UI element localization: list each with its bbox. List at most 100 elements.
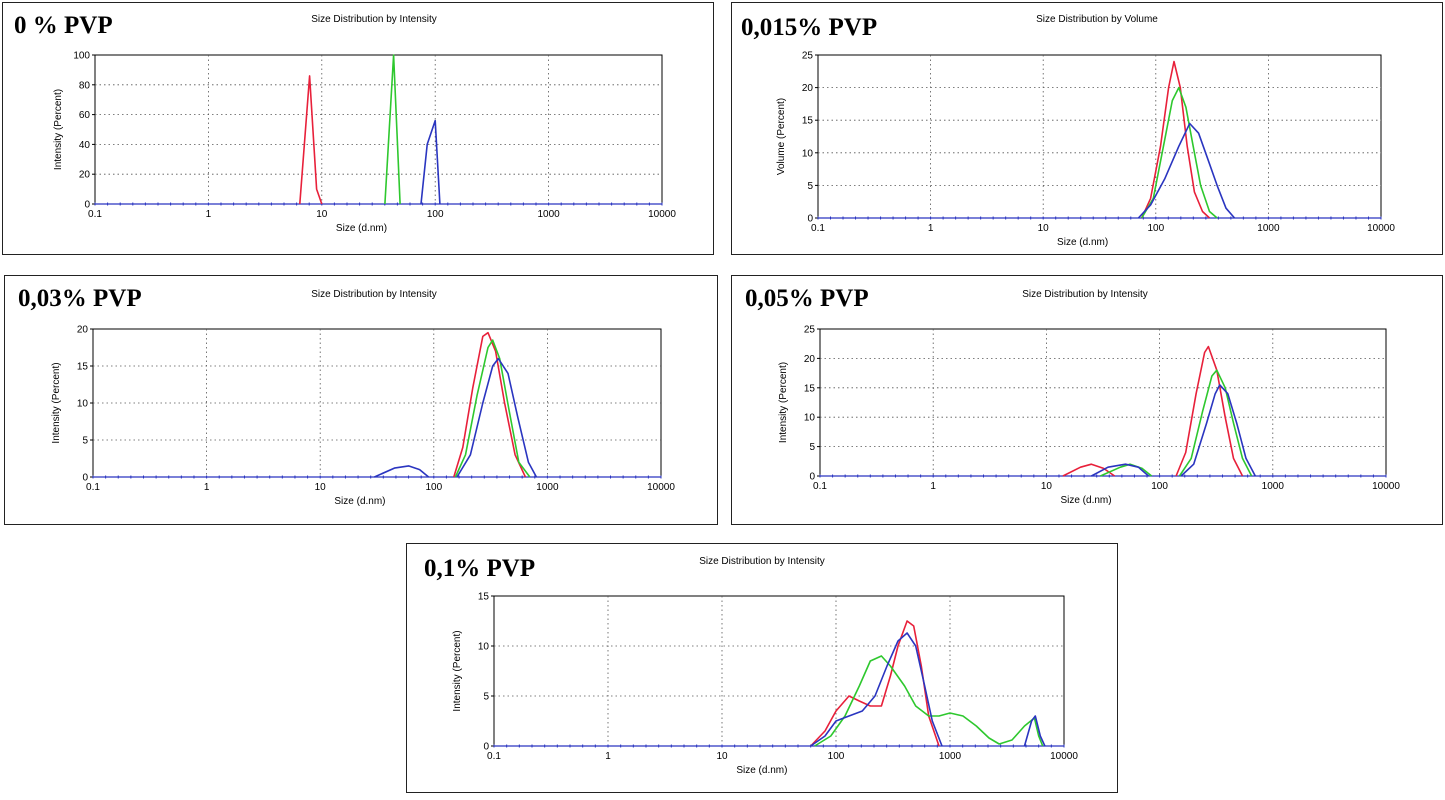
chart-title: Size Distribution by Intensity bbox=[1022, 289, 1148, 300]
chart-panel-005-pvp bbox=[731, 275, 1443, 525]
y-tick-label: 25 bbox=[802, 51, 814, 62]
panel-label: 0 % PVP bbox=[14, 12, 113, 39]
series-line bbox=[1100, 463, 1153, 477]
x-tick-label: 1000 bbox=[537, 209, 560, 220]
x-tick-label: 10 bbox=[1041, 481, 1053, 492]
y-tick-label: 0 bbox=[807, 214, 813, 225]
x-tick-label: 0.1 bbox=[86, 482, 100, 493]
chart-title: Size Distribution by Intensity bbox=[311, 14, 437, 25]
chart-panel-0-pvp bbox=[2, 2, 714, 255]
y-axis-label: Intensity (Percent) bbox=[452, 630, 463, 711]
y-tick-label: 25 bbox=[804, 325, 816, 336]
chart-panel-01-pvp bbox=[406, 543, 1118, 793]
x-tick-label: 100 bbox=[425, 482, 442, 493]
x-tick-label: 10000 bbox=[1367, 223, 1395, 234]
x-tick-label: 100 bbox=[1147, 223, 1164, 234]
panel-label: 0,03% PVP bbox=[18, 285, 142, 312]
x-tick-label: 10 bbox=[716, 751, 728, 762]
panel-label: 0,1% PVP bbox=[424, 555, 536, 582]
x-tick-label: 100 bbox=[828, 751, 845, 762]
series-line bbox=[1137, 122, 1236, 219]
x-tick-label: 1000 bbox=[939, 751, 962, 762]
chart-panel-0015-pvp bbox=[731, 2, 1443, 255]
series-line bbox=[1141, 86, 1218, 219]
x-tick-label: 1 bbox=[204, 482, 210, 493]
x-tick-label: 1 bbox=[206, 209, 212, 220]
y-tick-label: 5 bbox=[807, 181, 813, 192]
y-axis-label: Intensity (Percent) bbox=[51, 362, 62, 443]
x-axis-label: Size (d.nm) bbox=[334, 496, 385, 507]
y-axis-label: Intensity (Percent) bbox=[778, 362, 789, 443]
x-tick-label: 1 bbox=[928, 223, 934, 234]
x-tick-label: 10 bbox=[316, 209, 328, 220]
x-tick-label: 10000 bbox=[1050, 751, 1078, 762]
y-tick-label: 15 bbox=[804, 383, 816, 394]
x-tick-label: 1000 bbox=[536, 482, 559, 493]
x-tick-label: 100 bbox=[427, 209, 444, 220]
y-tick-label: 5 bbox=[82, 436, 88, 447]
chart-title: Size Distribution by Intensity bbox=[699, 556, 825, 567]
x-tick-label: 10000 bbox=[648, 209, 676, 220]
x-axis-label: Size (d.nm) bbox=[1060, 495, 1111, 506]
series-line bbox=[384, 54, 401, 205]
y-tick-label: 15 bbox=[802, 116, 814, 127]
y-tick-label: 10 bbox=[802, 148, 814, 159]
series-line bbox=[299, 75, 323, 205]
y-tick-label: 5 bbox=[483, 692, 489, 703]
y-tick-label: 15 bbox=[478, 592, 490, 603]
x-tick-label: 10000 bbox=[1372, 481, 1400, 492]
series-line bbox=[1175, 345, 1244, 477]
y-tick-label: 15 bbox=[77, 362, 89, 373]
y-tick-label: 0 bbox=[84, 200, 90, 211]
chart-panel-003-pvp bbox=[4, 275, 718, 525]
y-tick-label: 10 bbox=[77, 399, 89, 410]
x-tick-label: 0.1 bbox=[813, 481, 827, 492]
y-tick-label: 20 bbox=[802, 83, 814, 94]
y-tick-label: 100 bbox=[73, 51, 90, 62]
series-line bbox=[1178, 369, 1253, 477]
x-tick-label: 1 bbox=[930, 481, 936, 492]
y-tick-label: 20 bbox=[804, 354, 816, 365]
series-line bbox=[1180, 384, 1257, 477]
series-line bbox=[453, 331, 527, 478]
series-line bbox=[456, 357, 538, 478]
panel-label: 0,05% PVP bbox=[745, 285, 869, 312]
x-tick-label: 0.1 bbox=[487, 751, 501, 762]
x-tick-label: 10 bbox=[315, 482, 327, 493]
x-tick-label: 10000 bbox=[647, 482, 675, 493]
y-tick-label: 80 bbox=[79, 80, 91, 91]
x-tick-label: 0.1 bbox=[88, 209, 102, 220]
series-line bbox=[810, 620, 940, 747]
y-tick-label: 0 bbox=[809, 472, 815, 483]
series-line bbox=[810, 632, 943, 747]
series-line bbox=[374, 465, 430, 478]
y-tick-label: 0 bbox=[82, 473, 88, 484]
series-line bbox=[1023, 715, 1046, 747]
x-axis-label: Size (d.nm) bbox=[736, 765, 787, 776]
y-axis-label: Intensity (Percent) bbox=[53, 89, 64, 170]
y-tick-label: 10 bbox=[478, 642, 490, 653]
y-tick-label: 0 bbox=[483, 742, 489, 753]
series-line bbox=[454, 339, 531, 478]
series-line bbox=[814, 655, 1044, 747]
series-line bbox=[1062, 463, 1116, 477]
x-tick-label: 1000 bbox=[1262, 481, 1285, 492]
x-axis-label: Size (d.nm) bbox=[336, 223, 387, 234]
x-tick-label: 1 bbox=[605, 751, 611, 762]
y-tick-label: 60 bbox=[79, 110, 91, 121]
x-tick-label: 100 bbox=[1151, 481, 1168, 492]
x-tick-label: 1000 bbox=[1257, 223, 1280, 234]
panel-label: 0,015% PVP bbox=[741, 14, 878, 41]
y-tick-label: 10 bbox=[804, 413, 816, 424]
chart-title: Size Distribution by Volume bbox=[1036, 14, 1158, 25]
y-tick-label: 40 bbox=[79, 140, 91, 151]
y-axis-label: Volume (Percent) bbox=[776, 98, 787, 175]
x-axis-label: Size (d.nm) bbox=[1057, 237, 1108, 248]
series-line bbox=[1091, 463, 1150, 477]
y-tick-label: 20 bbox=[79, 170, 91, 181]
